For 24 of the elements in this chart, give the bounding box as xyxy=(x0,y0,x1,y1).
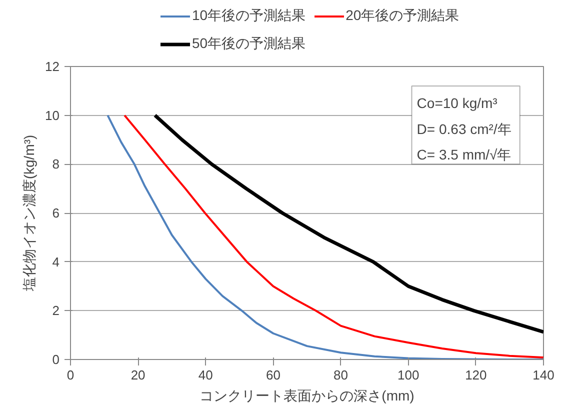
annotation: C= 3.5 mm/√年 xyxy=(416,146,512,162)
legend-label: 50年後の予測結果 xyxy=(192,35,306,53)
y-tick-label: 4 xyxy=(52,254,60,270)
annotation: Co=10 kg/m³ xyxy=(416,95,498,112)
y-tick-label: 12 xyxy=(45,59,60,74)
x-tick-label: 0 xyxy=(66,368,74,382)
y-tick-label: 6 xyxy=(52,206,60,220)
line-series xyxy=(153,114,544,334)
legend-label: 20年後の予測結果 xyxy=(346,7,460,25)
x-tick-label: 40 xyxy=(198,368,213,382)
y-tick-label: 10 xyxy=(45,108,60,123)
x-tick-label: 60 xyxy=(266,368,280,382)
x-tick-label: 120 xyxy=(465,368,487,382)
y-axis-title: 塩化物イオン濃度(kg/m³) xyxy=(21,134,38,292)
x-tick-label: 140 xyxy=(532,368,554,382)
y-tick-label: 8 xyxy=(52,156,60,172)
x-tick-label: 100 xyxy=(398,368,420,382)
annotation: D= 0.63 cm²/年 xyxy=(416,120,512,137)
x-tick-label: 20 xyxy=(130,368,146,382)
x-axis-title: コンクリート表面からの深さ(mm) xyxy=(200,388,414,404)
y-tick-label: 0 xyxy=(52,352,60,367)
x-tick-label: 80 xyxy=(334,368,348,382)
legend-label: 10年後の予測結果 xyxy=(192,7,306,25)
y-tick-label: 2 xyxy=(52,303,60,318)
